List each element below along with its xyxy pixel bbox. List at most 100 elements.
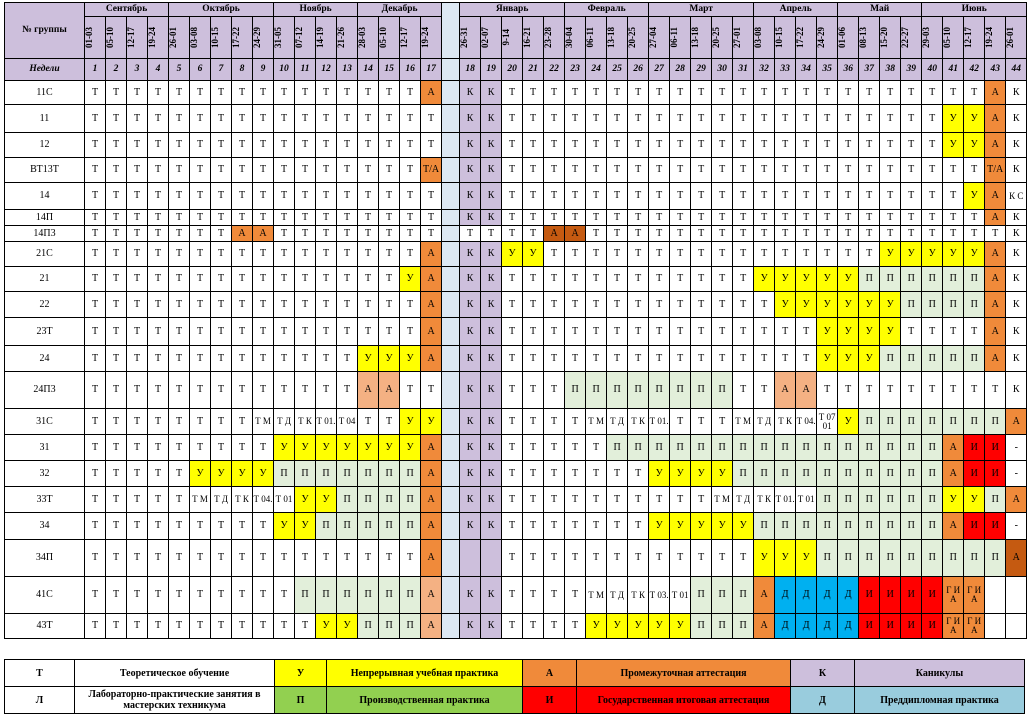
table-row: 34 Т Т Т Т Т Т Т Т Т У У П П П П П А К К Т Т Т Т Т Т Т У У У У У П П П П П П П… <box>4 512 1027 540</box>
schedule-cell: П <box>921 266 944 292</box>
schedule-cell: Т <box>126 345 148 372</box>
schedule-cell: Т <box>126 104 148 133</box>
schedule-cell: Т <box>816 209 839 226</box>
schedule-cell: У <box>336 434 359 461</box>
date-label: 26-31 <box>459 27 470 48</box>
schedule-cell: Т 01. <box>315 408 338 435</box>
schedule-cell: Т <box>711 104 734 133</box>
schedule-cell: К <box>459 266 482 292</box>
date-label: 12-17 <box>126 27 137 48</box>
schedule-cell: Т <box>84 539 106 577</box>
schedule-cell: П <box>942 539 965 577</box>
schedule-cell: К <box>480 209 503 226</box>
schedule-cell: Т <box>105 460 127 487</box>
schedule-cell: К <box>480 132 503 158</box>
schedule-cell: Т <box>231 241 254 267</box>
schedule-cell: Т <box>210 539 233 577</box>
schedule-cell: Т <box>522 460 545 487</box>
schedule-cell: Т <box>294 266 317 292</box>
schedule-cell: Т <box>273 241 296 267</box>
schedule-cell: - <box>1005 460 1027 487</box>
schedule-cell: Т <box>357 539 380 577</box>
schedule-cell: П <box>963 266 986 292</box>
schedule-cell: Т <box>585 225 608 242</box>
schedule-cell: Т <box>963 157 986 183</box>
schedule-cell: Т <box>252 182 275 210</box>
schedule-cell: Т <box>543 241 566 267</box>
schedule-cell: Т <box>168 132 191 158</box>
schedule-cell: Т <box>795 80 818 105</box>
legend-row: Т Теоретическое обучение У Непрерывная учеб… <box>4 659 1025 687</box>
schedule-cell: Т <box>189 291 212 318</box>
date-label: 03-08 <box>753 27 764 48</box>
schedule-cell: Т <box>336 241 359 267</box>
schedule-cell: Т <box>294 241 317 267</box>
schedule-cell: Т <box>315 266 338 292</box>
schedule-cell: К <box>459 613 482 639</box>
group-name: 31 <box>4 434 85 461</box>
schedule-cell: Т <box>522 576 545 614</box>
schedule-cell: Т <box>168 157 191 183</box>
date-header: 05-10 <box>105 16 127 59</box>
schedule-cell: Т <box>399 209 422 226</box>
schedule-cell: Д <box>795 576 818 614</box>
schedule-cell: И <box>984 512 1007 540</box>
schedule-cell: Т <box>378 209 401 226</box>
schedule-cell: Т <box>690 241 713 267</box>
schedule-cell: Т <box>837 132 860 158</box>
schedule-cell: Т <box>648 182 671 210</box>
schedule-cell: Т <box>900 104 923 133</box>
schedule-cell: П <box>399 576 422 614</box>
schedule-cell: Т <box>146 539 170 577</box>
schedule-cell: Т/А <box>984 157 1007 183</box>
schedule-cell: Т <box>420 225 443 242</box>
schedule-cell: Т <box>420 132 443 158</box>
date-header: 21-26 <box>336 16 359 59</box>
schedule-cell: К <box>459 460 482 487</box>
week-number: 34 <box>795 58 818 81</box>
schedule-cell: П <box>879 539 902 577</box>
schedule-cell: Т 03. <box>648 576 671 614</box>
schedule-cell: Т <box>210 291 233 318</box>
schedule-cell: Т <box>146 291 170 318</box>
schedule-cell: Т 07 01 <box>816 408 839 435</box>
schedule-cell: Т <box>564 132 587 158</box>
schedule-cell: Т <box>231 539 254 577</box>
schedule-cell: П <box>858 408 881 435</box>
legend-code: И <box>522 686 577 714</box>
date-header: 03-08 <box>753 16 776 59</box>
schedule-cell: Т <box>900 182 923 210</box>
schedule-cell: Т <box>399 132 422 158</box>
schedule-cell: П <box>711 576 734 614</box>
schedule-cell: Т <box>315 291 338 318</box>
schedule-cell: Т <box>294 317 317 346</box>
schedule-cell: Т <box>273 317 296 346</box>
week-number: 6 <box>189 58 212 81</box>
schedule-cell: У <box>942 486 965 513</box>
date-label: 13-18 <box>690 27 701 48</box>
schedule-cell: Т <box>690 104 713 133</box>
schedule-cell: П <box>774 460 797 487</box>
schedule-cell: Т <box>126 486 148 513</box>
schedule-cell: У <box>753 266 776 292</box>
group-name: 34 <box>4 512 85 540</box>
schedule-cell: Т <box>378 241 401 267</box>
schedule-cell: Т <box>921 182 944 210</box>
schedule-cell: Т 04. <box>252 486 275 513</box>
schedule-cell: Т <box>879 209 902 226</box>
table-row: 21С Т Т Т Т Т Т Т Т Т Т Т Т Т Т Т Т А К К У У Т Т Т Т Т Т Т Т Т Т Т Т Т Т Т Т… <box>4 241 1027 267</box>
schedule-cell: Т <box>900 371 923 409</box>
schedule-cell: Т <box>294 345 317 372</box>
week-number: 7 <box>210 58 233 81</box>
schedule-cell: Т <box>627 512 650 540</box>
schedule-cell: Т <box>585 539 608 577</box>
group-name: 41С <box>4 576 85 614</box>
date-label: 23-28 <box>543 27 554 48</box>
schedule-cell: Т <box>711 266 734 292</box>
schedule-cell: Т <box>732 241 755 267</box>
schedule-cell: Т <box>84 266 106 292</box>
schedule-cell: Т <box>585 241 608 267</box>
schedule-cell: П <box>336 512 359 540</box>
week-number: 5 <box>168 58 191 81</box>
